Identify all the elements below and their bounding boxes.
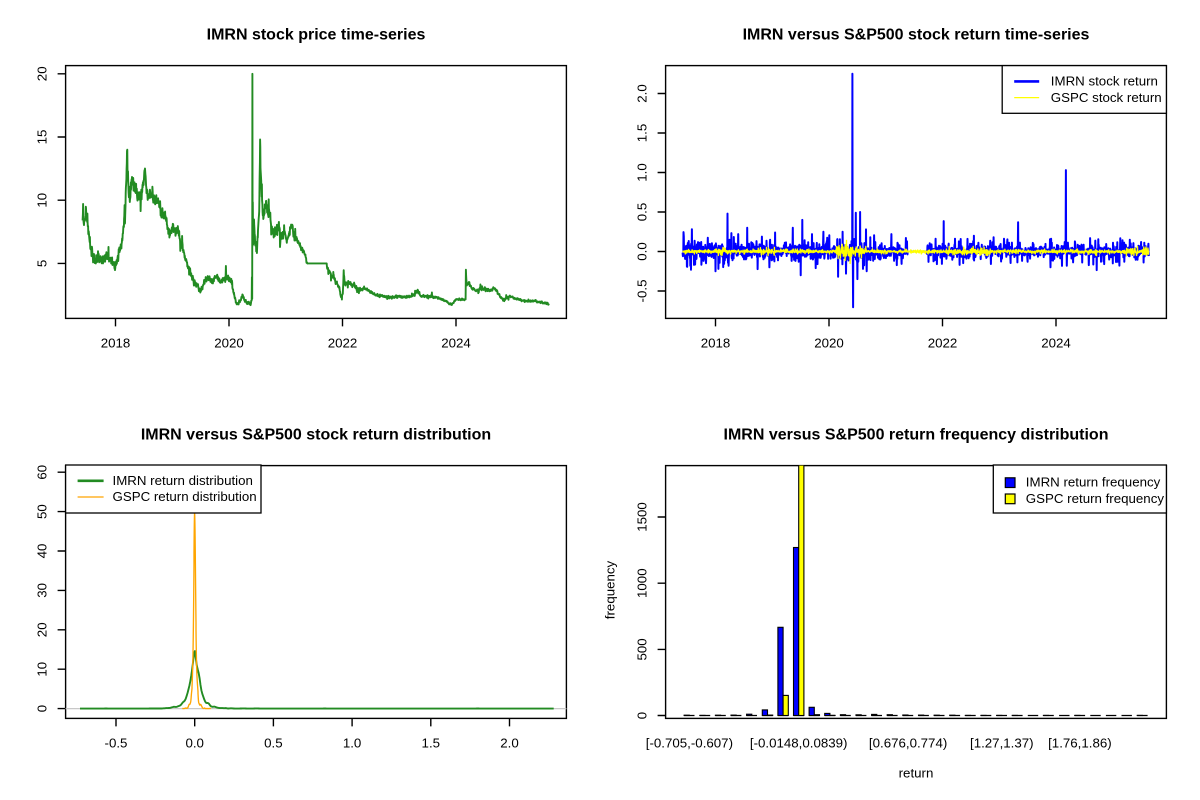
svg-text:1.0: 1.0 (343, 735, 362, 750)
svg-text:GSPC stock return: GSPC stock return (1051, 90, 1162, 105)
svg-text:IMRN stock price time-series: IMRN stock price time-series (207, 27, 426, 44)
svg-text:0: 0 (35, 705, 50, 712)
svg-text:2020: 2020 (814, 335, 844, 350)
svg-text:0.0: 0.0 (635, 242, 650, 261)
svg-text:2022: 2022 (328, 335, 358, 350)
svg-text:IMRN stock return: IMRN stock return (1051, 74, 1158, 89)
svg-text:60: 60 (35, 465, 50, 480)
svg-text:IMRN versus S&P500 stock retur: IMRN versus S&P500 stock return distribu… (141, 427, 491, 444)
svg-text:2018: 2018 (701, 335, 731, 350)
svg-text:IMRN versus S&P500 return freq: IMRN versus S&P500 return frequency dist… (724, 427, 1109, 444)
svg-text:20: 20 (35, 622, 50, 637)
svg-text:0.5: 0.5 (635, 203, 650, 222)
svg-text:[1.27,1.37): [1.27,1.37) (970, 735, 1034, 750)
svg-text:-0.5: -0.5 (635, 280, 650, 303)
svg-text:1.5: 1.5 (635, 124, 650, 143)
svg-text:30: 30 (35, 583, 50, 598)
svg-text:[-0.705,-0.607): [-0.705,-0.607) (646, 735, 733, 750)
svg-text:-0.5: -0.5 (105, 735, 128, 750)
svg-text:0: 0 (635, 712, 650, 719)
svg-text:IMRN versus S&P500 stock retur: IMRN versus S&P500 stock return time-ser… (743, 27, 1090, 44)
svg-text:500: 500 (635, 638, 650, 660)
svg-text:10: 10 (35, 662, 50, 677)
svg-text:2024: 2024 (1041, 335, 1071, 350)
svg-text:2.0: 2.0 (635, 84, 650, 103)
svg-text:1500: 1500 (635, 502, 650, 532)
svg-text:15: 15 (35, 130, 50, 145)
svg-text:[0.676,0.774): [0.676,0.774) (869, 735, 947, 750)
svg-text:2022: 2022 (928, 335, 958, 350)
svg-text:frequency: frequency (603, 560, 618, 619)
svg-text:1.5: 1.5 (422, 735, 441, 750)
svg-text:2018: 2018 (101, 335, 131, 350)
svg-text:GSPC return frequency: GSPC return frequency (1026, 491, 1165, 506)
svg-text:IMRN return frequency: IMRN return frequency (1026, 475, 1161, 490)
svg-text:1.0: 1.0 (635, 163, 650, 182)
svg-text:10: 10 (35, 193, 50, 208)
svg-text:0.5: 0.5 (264, 735, 283, 750)
svg-text:20: 20 (35, 66, 50, 81)
svg-text:5: 5 (35, 260, 50, 267)
svg-text:2024: 2024 (441, 335, 471, 350)
svg-text:GSPC return distribution: GSPC return distribution (113, 489, 257, 504)
svg-text:IMRN return distribution: IMRN return distribution (113, 473, 253, 488)
svg-text:2.0: 2.0 (500, 735, 519, 750)
svg-text:1000: 1000 (635, 568, 650, 598)
svg-text:0.0: 0.0 (185, 735, 204, 750)
svg-text:[-0.0148,0.0839): [-0.0148,0.0839) (750, 735, 848, 750)
svg-text:40: 40 (35, 544, 50, 559)
svg-text:return: return (899, 766, 934, 781)
svg-text:[1.76,1.86): [1.76,1.86) (1048, 735, 1112, 750)
svg-text:2020: 2020 (214, 335, 244, 350)
svg-text:50: 50 (35, 504, 50, 519)
